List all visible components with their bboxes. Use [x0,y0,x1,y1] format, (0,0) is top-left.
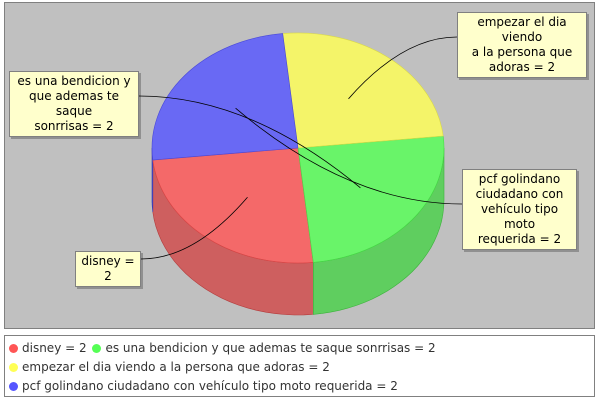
slice-3 [151,33,299,161]
legend-item-pcf-golindano: pcf golindano ciudadano con vehículo tip… [9,377,398,396]
legend-item-empezar-dia: empezar el dia viendo a la persona que a… [9,358,330,377]
slice-2 [282,32,444,149]
callout-line: sonrrisas = 2 [34,119,114,133]
legend: disney = 2 es una bendicion y que ademas… [4,335,595,397]
callout-line: requerida = 2 [477,232,562,246]
legend-label-empezar-dia: empezar el dia viendo a la persona que a… [22,360,330,374]
legend-swatch-empezar-dia [9,363,18,372]
callout-bendicion: es una bendicion y que ademas te saque son… [9,71,139,137]
callout-line: es una bendicion y [17,74,131,88]
callout-line: pcf golindano [478,172,561,186]
callout-disney: disney = 2 [75,251,141,287]
leader-line-2 [348,36,458,100]
callout-line: que ademas te saque [29,89,119,118]
callout-line: a la persona que [471,45,573,59]
legend-row-1: disney = 2 es una bendicion y que ademas… [9,339,590,358]
leader-line-3 [235,107,463,205]
callout-line: disney = 2 [81,254,135,283]
callout-line: empezar el dia viendo [477,15,567,44]
legend-item-bendicion: es una bendicion y que ademas te saque s… [92,339,436,358]
legend-swatch-disney [9,344,18,353]
callout-line: vehículo tipo moto [480,202,559,231]
pie-top [151,32,445,264]
legend-row-3: pcf golindano ciudadano con vehículo tip… [9,377,590,396]
pie-chart [138,32,463,316]
legend-label-bendicion: es una bendicion y que ademas te saque s… [105,341,436,355]
callout-empezar-dia: empezar el dia viendo a la persona que ado… [457,12,587,78]
legend-row-2: empezar el dia viendo a la persona que a… [9,358,590,377]
legend-label-pcf-golindano: pcf golindano ciudadano con vehículo tip… [22,379,398,393]
leader-line-1 [138,95,361,189]
callout-line: ciudadano con [475,187,564,201]
legend-label-disney: disney = 2 [22,341,87,355]
legend-swatch-pcf-golindano [9,382,18,391]
slice-0 [152,147,314,264]
legend-swatch-bendicion [92,344,102,353]
leader-line-0 [140,196,248,260]
callout-pcf-golindano: pcf golindano ciudadano con vehículo tipo … [462,169,577,250]
callout-line: adoras = 2 [488,60,556,74]
legend-item-disney: disney = 2 [9,339,87,358]
